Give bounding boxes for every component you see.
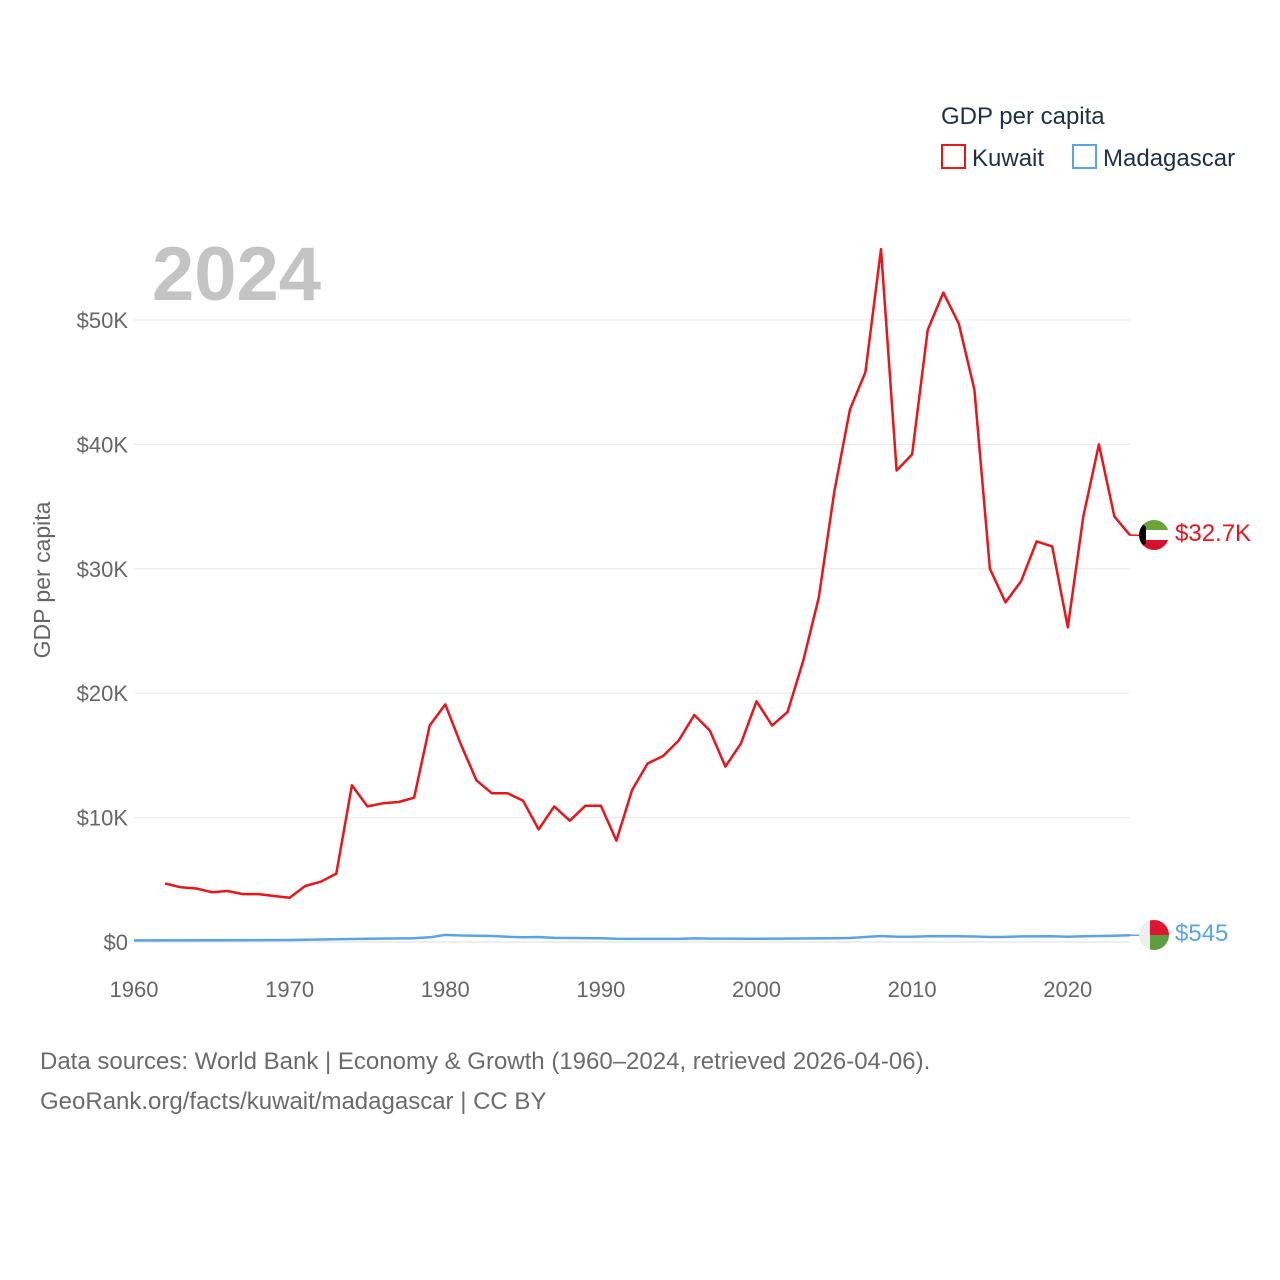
x-tick-label: 1990 <box>576 977 625 1002</box>
madagascar-flag-icon <box>1139 920 1169 950</box>
y-tick-label: $50K <box>77 308 129 333</box>
data-source-footer: Data sources: World Bank | Economy & Gro… <box>40 1042 930 1122</box>
x-tick-label: 2000 <box>732 977 781 1002</box>
y-tick-label: $10K <box>77 806 129 831</box>
legend-title[interactable]: GDP per capita <box>941 103 1105 130</box>
legend-item-kuwait[interactable]: Kuwait <box>941 144 1044 172</box>
legend-label-madagascar: Madagascar <box>1103 145 1235 172</box>
y-axis-ticks: $0 $10K $20K $30K $40K $50K <box>77 308 129 955</box>
year-label: 2024 <box>152 232 321 317</box>
legend-item-madagascar[interactable]: Madagascar <box>1072 144 1235 172</box>
x-tick-label: 1960 <box>110 977 159 1002</box>
legend-swatch-kuwait <box>941 144 966 169</box>
x-tick-label: 1970 <box>265 977 314 1002</box>
gridlines <box>134 319 1130 943</box>
series-lines <box>133 247 1139 942</box>
series-line-madagascar[interactable] <box>133 933 1131 942</box>
y-tick-label: $40K <box>77 432 129 457</box>
end-label-kuwait: $32.7K <box>1175 520 1251 547</box>
y-axis-title: GDP per capita <box>29 501 55 658</box>
legend-swatch-madagascar <box>1072 144 1097 169</box>
kuwait-flag-icon <box>1139 520 1169 550</box>
y-tick-label: $0 <box>104 930 128 955</box>
chart: $0 $10K $20K $30K $40K $50K 1960 1970 1980 1990 2… <box>29 103 1251 1002</box>
source-line-1: Data sources: World Bank | Economy & Gro… <box>40 1048 931 1075</box>
source-line-2[interactable]: GeoRank.org/facts/kuwait/madagascar | CC… <box>40 1088 547 1115</box>
y-tick-label: $30K <box>77 557 129 582</box>
x-axis-ticks: 1960 1970 1980 1990 2000 2010 2020 <box>110 977 1093 1002</box>
legend-label-kuwait: Kuwait <box>972 145 1044 172</box>
y-tick-label: $20K <box>77 681 129 706</box>
series-line-kuwait[interactable] <box>164 247 1131 900</box>
x-tick-label: 2010 <box>888 977 937 1002</box>
x-tick-label: 1980 <box>421 977 470 1002</box>
x-tick-label: 2020 <box>1043 977 1092 1002</box>
end-label-madagascar: $545 <box>1175 920 1228 947</box>
